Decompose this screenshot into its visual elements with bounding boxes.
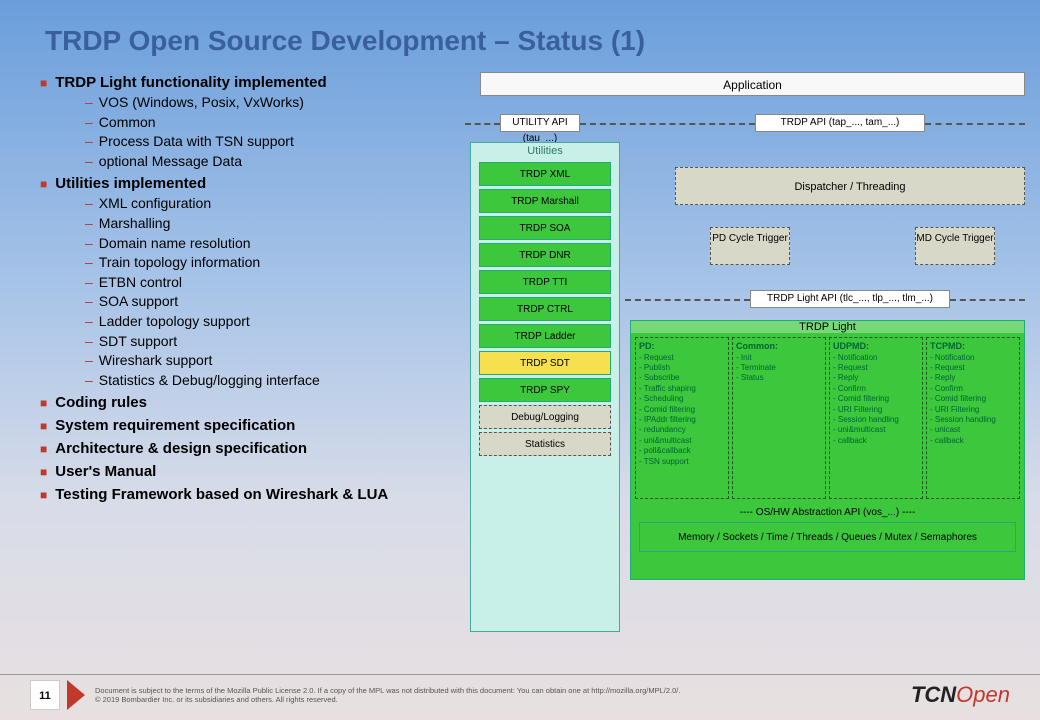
dash-line — [465, 123, 500, 125]
os-abstraction-label: ---- OS/HW Abstraction API (vos_...) ---… — [635, 505, 1020, 520]
sub-bullet: –Marshalling — [85, 214, 465, 234]
slide-title: TRDP Open Source Development – Status (1… — [0, 0, 1040, 57]
utility-module: TRDP Ladder — [479, 324, 611, 348]
md-trigger-box: MD Cycle Trigger — [915, 227, 995, 265]
page-triangle-icon — [67, 680, 85, 710]
sub-bullet: –Statistics & Debug/logging interface — [85, 371, 465, 391]
sub-bullet: –VOS (Windows, Posix, VxWorks) — [85, 93, 465, 113]
dash-line — [950, 299, 1025, 301]
utility-module: TRDP Marshall — [479, 189, 611, 213]
bullet-item: ■System requirement specification — [40, 415, 465, 436]
trdp-light-title: TRDP Light — [631, 321, 1024, 333]
sub-bullet: –SOA support — [85, 292, 465, 312]
bullet-item: ■User's Manual — [40, 461, 465, 482]
utility-module: TRDP DNR — [479, 243, 611, 267]
trdp-api-label: TRDP API (tap_..., tam_...) — [755, 114, 925, 132]
bullet-item: ■Utilities implemented–XML configuration… — [40, 173, 465, 390]
trdp-light-container: TRDP Light PD:- Request- Publish- Subscr… — [630, 320, 1025, 580]
sub-bullet: –Process Data with TSN support — [85, 132, 465, 152]
utility-module: Statistics — [479, 432, 611, 456]
sub-bullet: –Domain name resolution — [85, 234, 465, 254]
footer-copyright: Document is subject to the terms of the … — [95, 686, 911, 704]
utility-module: TRDP SOA — [479, 216, 611, 240]
utility-module: TRDP SDT — [479, 351, 611, 375]
utilities-container: Utilities TRDP XML TRDP Marshall TRDP SOA T… — [470, 142, 620, 632]
light-column: TCPMD:- Notification- Request- Reply- Co… — [926, 337, 1020, 499]
content-area: ■TRDP Light functionality implemented–VO… — [0, 57, 1040, 507]
sub-bullet: –Wireshark support — [85, 351, 465, 371]
tcn-open-logo: TCNOpen — [911, 682, 1010, 708]
utility-module: TRDP CTRL — [479, 297, 611, 321]
light-column: PD:- Request- Publish- Subscribe- Traffi… — [635, 337, 729, 499]
bullet-list: ■TRDP Light functionality implemented–VO… — [40, 72, 465, 507]
sub-bullet: –Common — [85, 113, 465, 133]
dash-line — [625, 299, 750, 301]
sub-bullet: –ETBN control — [85, 273, 465, 293]
application-box: Application — [480, 72, 1025, 96]
sub-bullet: –optional Message Data — [85, 152, 465, 172]
architecture-diagram: Application UTILITY API (tau_...) TRDP A… — [465, 72, 1025, 507]
utility-module: Debug/Logging — [479, 405, 611, 429]
bullet-item: ■Testing Framework based on Wireshark & … — [40, 484, 465, 505]
bullet-item: ■Coding rules — [40, 392, 465, 413]
utility-api-label: UTILITY API (tau_...) — [500, 114, 580, 132]
sub-bullet: –Ladder topology support — [85, 312, 465, 332]
dispatcher-box: Dispatcher / Threading — [675, 167, 1025, 205]
light-column: Common:- Init- Terminate- Status — [732, 337, 826, 499]
bullet-item: ■TRDP Light functionality implemented–VO… — [40, 72, 465, 171]
bullet-item: ■Architecture & design specification — [40, 438, 465, 459]
light-column: UDPMD:- Notification- Request- Reply- Co… — [829, 337, 923, 499]
light-api-label: TRDP Light API (tlc_..., tlp_..., tlm_..… — [750, 290, 950, 308]
utility-module: TRDP TTI — [479, 270, 611, 294]
sub-bullet: –XML configuration — [85, 194, 465, 214]
memory-box: Memory / Sockets / Time / Threads / Queu… — [639, 522, 1016, 552]
dash-line — [925, 123, 1025, 125]
utilities-title: Utilities — [471, 143, 619, 159]
page-number: 11 — [30, 680, 60, 710]
utility-module: TRDP XML — [479, 162, 611, 186]
sub-bullet: –Train topology information — [85, 253, 465, 273]
sub-bullet: –SDT support — [85, 332, 465, 352]
utility-module: TRDP SPY — [479, 378, 611, 402]
footer: 11 Document is subject to the terms of t… — [0, 674, 1040, 710]
pd-trigger-box: PD Cycle Trigger — [710, 227, 790, 265]
dash-line — [580, 123, 755, 125]
